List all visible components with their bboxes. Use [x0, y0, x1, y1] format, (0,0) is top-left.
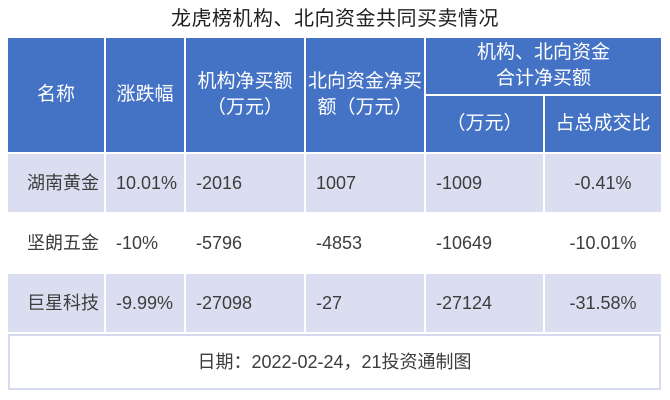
- table-row: 巨星科技 -9.99% -27098 -27 -27124 -31.58%: [8, 274, 662, 332]
- header-row-top: 名称 涨跌幅 机构净买额 （万元） 北向资金净买 额（万元） 机构、北向资金 合…: [8, 38, 662, 152]
- combined-net-buy: -1009: [426, 154, 543, 212]
- stock-funds-table: 名称 涨跌幅 机构净买额 （万元） 北向资金净买 额（万元） 机构、北向资金 合…: [6, 36, 664, 392]
- turnover-ratio: -10.01%: [545, 214, 662, 272]
- table-row: 坚朗五金 -10% -5796 -4853 -10649 -10.01%: [8, 214, 662, 272]
- page-title: 龙虎榜机构、北向资金共同买卖情况: [171, 8, 499, 30]
- north-net-buy: -27: [306, 274, 424, 332]
- header-cell-combined-group: 机构、北向资金 合计净买额: [426, 38, 662, 94]
- turnover-ratio: -0.41%: [545, 154, 662, 212]
- north-net-buy: -4853: [306, 214, 424, 272]
- stock-name: 湖南黄金: [8, 154, 104, 212]
- inst-net-buy: -5796: [186, 214, 304, 272]
- header-cell-combined-ratio: 占总成交比: [545, 96, 662, 152]
- inst-net-buy: -27098: [186, 274, 304, 332]
- change-percent: -10%: [106, 214, 184, 272]
- header-row-sub: （万元） 占总成交比: [8, 96, 662, 152]
- header-cell-inst-net-buy: 机构净买额 （万元）: [186, 38, 304, 152]
- combined-net-buy: -10649: [426, 214, 543, 272]
- footer-row: 日期：2022-02-24，21投资通制图: [8, 334, 662, 390]
- turnover-ratio: -31.58%: [545, 274, 662, 332]
- north-net-buy: 1007: [306, 154, 424, 212]
- header-cell-change: 涨跌幅: [106, 38, 184, 152]
- change-percent: 10.01%: [106, 154, 184, 212]
- change-percent: -9.99%: [106, 274, 184, 332]
- table-row: 湖南黄金 10.01% -2016 1007 -1009 -0.41%: [8, 154, 662, 212]
- stock-name: 巨星科技: [8, 274, 104, 332]
- page: 龙虎榜机构、北向资金共同买卖情况 名称 涨跌幅 机构净买额 （万元） 北向资金净…: [0, 7, 670, 400]
- combined-net-buy: -27124: [426, 274, 543, 332]
- header-cell-north-net-buy: 北向资金净买 额（万元）: [306, 38, 424, 152]
- stock-name: 坚朗五金: [8, 214, 104, 272]
- source-date-note: 日期：2022-02-24，21投资通制图: [8, 334, 662, 390]
- header-cell-name: 名称: [8, 38, 104, 152]
- inst-net-buy: -2016: [186, 154, 304, 212]
- header-cell-combined-amount: （万元）: [426, 96, 543, 152]
